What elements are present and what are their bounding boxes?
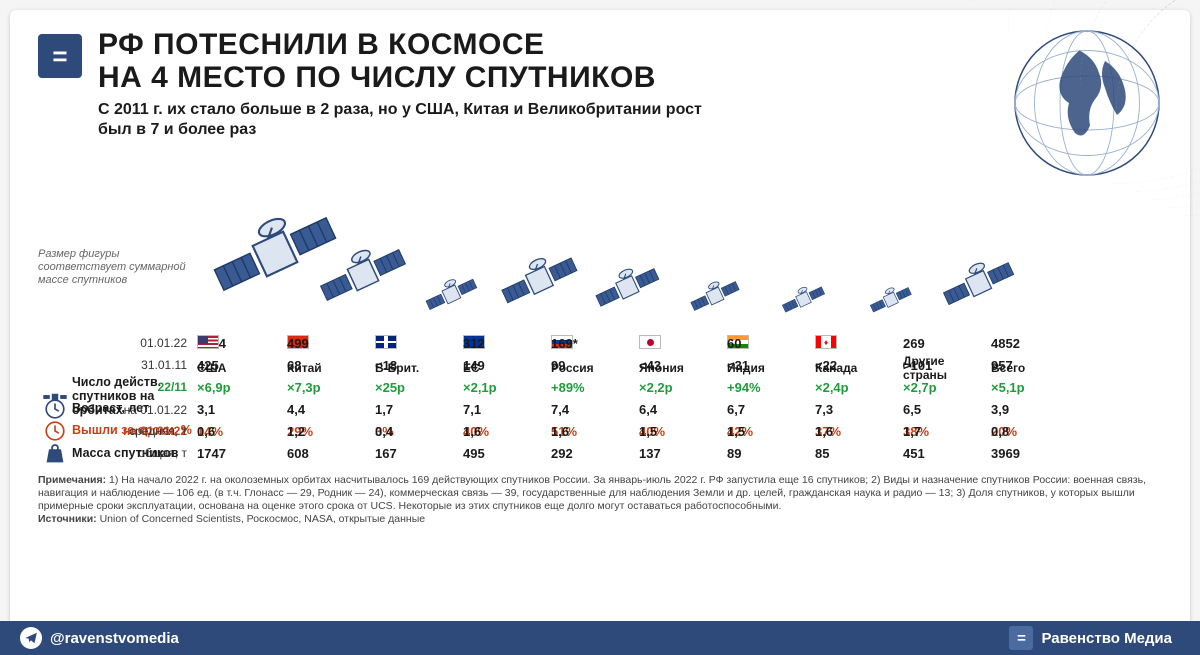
weight-icon bbox=[38, 442, 72, 466]
notes-text: 1) На начало 2022 г. на околоземных орби… bbox=[38, 474, 1146, 512]
satellite-note: Размер фигуры соответствует суммарной ма… bbox=[38, 248, 188, 288]
footer-badge: = bbox=[1009, 626, 1033, 650]
telegram-icon bbox=[20, 627, 42, 649]
data-table: ♦ США Китай В-Брит. ЕС Россия Япония Инд… bbox=[38, 332, 1162, 464]
satellite-glyph bbox=[496, 237, 583, 324]
satellite-size-row: Размер фигуры соответствует суммарной ма… bbox=[38, 148, 1162, 328]
satellite-glyph bbox=[422, 265, 481, 324]
flag-canada: ♦ bbox=[815, 335, 837, 349]
satellite-glyph bbox=[779, 275, 828, 324]
satellite-glyph bbox=[938, 243, 1019, 324]
brand-text: Равенство Медиа bbox=[1041, 630, 1172, 647]
sub-2022: 01.01.22 bbox=[72, 336, 197, 350]
flag-usa bbox=[197, 335, 219, 349]
satellite-glyph bbox=[314, 226, 412, 324]
row-count-r3: 22/11 ×6,9р ×7,3р ×25р ×2,1р +89% ×2,2р … bbox=[38, 376, 1162, 398]
footnotes: Примечания: 1) На начало 2022 г. на окол… bbox=[38, 474, 1162, 527]
flag-uk bbox=[375, 335, 397, 349]
satellite-glyph bbox=[867, 276, 915, 324]
satellites-container bbox=[263, 144, 1158, 324]
subtitle: С 2011 г. их стало больше в 2 раза, но у… bbox=[98, 100, 738, 140]
row-mass-avg: средняя, т 0,6 1,2 0,4 1,6 1,6 1,5 1,5 1… bbox=[38, 420, 1162, 442]
row-age-vals: 3,1 4,4 1,7 7,1 7,4 6,4 6,7 7,3 6,5 3,9 bbox=[38, 398, 1162, 420]
satellite-glyph bbox=[687, 268, 743, 324]
badge-glyph: = bbox=[52, 41, 67, 72]
clock-icon bbox=[38, 398, 72, 420]
sources-text: Union of Concerned Scientists, Роскосмос… bbox=[100, 513, 426, 525]
handle-text: @ravenstvomedia bbox=[50, 630, 179, 647]
brand-badge: = bbox=[38, 34, 82, 78]
clock-red-icon bbox=[38, 420, 72, 442]
footer-brand: = Равенство Медиа bbox=[1009, 626, 1172, 650]
telegram-handle: @ravenstvomedia bbox=[20, 627, 179, 649]
sources-label: Источники: bbox=[38, 513, 97, 525]
notes-label: Примечания: bbox=[38, 474, 106, 486]
footer-bar: @ravenstvomedia = Равенство Медиа bbox=[0, 621, 1200, 655]
row-mass-total: общая, т 1747 608 167 495 292 137 89 85 … bbox=[38, 442, 1162, 464]
infographic-card: = РФ ПОТЕСНИЛИ В КОСМОСЕ НА 4 МЕСТО ПО Ч… bbox=[10, 10, 1190, 645]
flag-japan bbox=[639, 335, 661, 349]
satellite-glyph bbox=[591, 251, 664, 324]
